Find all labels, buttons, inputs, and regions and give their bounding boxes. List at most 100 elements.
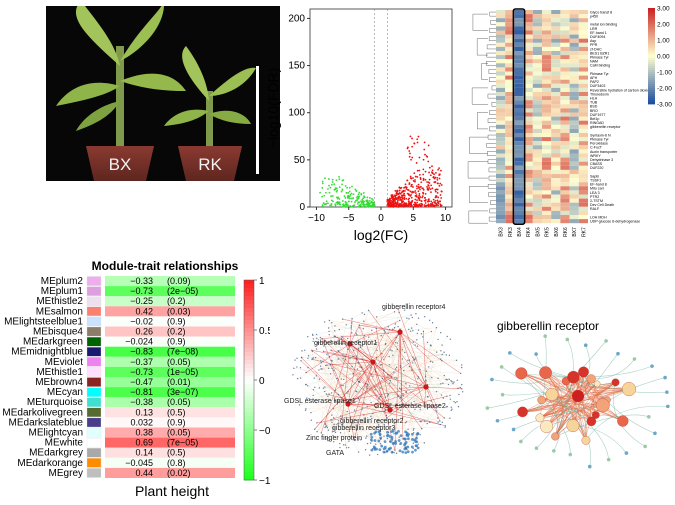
correlation-value: −0.47 xyxy=(130,377,153,387)
network-node xyxy=(379,396,380,397)
subnetwork-node xyxy=(515,368,527,380)
volcano-point xyxy=(321,196,323,198)
subnetwork-node xyxy=(486,406,490,410)
network-node xyxy=(357,368,358,369)
heatmap-cell xyxy=(533,219,542,223)
network-node xyxy=(370,442,371,443)
network-node xyxy=(351,366,352,367)
volcano-point xyxy=(339,202,341,204)
network-node xyxy=(352,373,353,374)
heatmap-cell xyxy=(570,100,579,104)
legend-gradient-step xyxy=(244,424,254,429)
heatmap-cell xyxy=(579,113,588,117)
network-node xyxy=(296,366,297,367)
heatmap-cell xyxy=(570,76,579,80)
volcano-point xyxy=(409,195,411,197)
dendrogram-branch xyxy=(482,63,488,79)
network-node xyxy=(336,378,337,379)
volcano-point xyxy=(403,205,405,207)
heatmap-cell xyxy=(514,215,523,219)
network-node xyxy=(384,411,385,412)
legend-gradient-step xyxy=(244,360,254,365)
heatmap-cell xyxy=(514,76,523,80)
network-node xyxy=(327,427,328,428)
network-node xyxy=(386,415,387,416)
network-node xyxy=(365,437,366,438)
network-node xyxy=(411,327,412,328)
network-node xyxy=(408,436,409,437)
heatmap-cell xyxy=(542,215,551,219)
legend-gradient-step xyxy=(244,436,254,441)
network-node xyxy=(407,437,410,440)
heatmap-cell xyxy=(514,125,523,129)
gibberellin-network: gibberellin receptor xyxy=(478,312,673,472)
heatmap-cell xyxy=(514,149,523,153)
network-node xyxy=(340,415,341,416)
volcano-point xyxy=(436,204,438,206)
volcano-point xyxy=(439,185,441,187)
network-node xyxy=(340,432,341,433)
heatmap-cell xyxy=(496,31,505,35)
heatmap-cell xyxy=(514,170,523,174)
network-node xyxy=(458,394,459,395)
network-node xyxy=(341,378,342,379)
heatmap-cell xyxy=(514,145,523,149)
network-node xyxy=(374,439,377,442)
heatmap-cell xyxy=(570,145,579,149)
heatmap-cell xyxy=(579,186,588,190)
dendrogram-branch xyxy=(472,88,488,104)
network-node xyxy=(391,350,392,351)
network-node xyxy=(354,409,355,410)
legend-gradient-step xyxy=(244,280,254,285)
heatmap-cell xyxy=(496,18,505,22)
dendrogram-branch xyxy=(490,28,496,32)
subnetwork-node xyxy=(604,339,608,343)
heatmap-cell xyxy=(560,125,569,129)
p-value: (0.9) xyxy=(167,337,186,347)
heatmap-cell xyxy=(560,35,569,39)
p-value: (0.03) xyxy=(167,306,191,316)
dendrogram-branch xyxy=(489,176,496,180)
volcano-point xyxy=(358,201,360,203)
heatmap-cell xyxy=(551,215,560,219)
heatmap-cell xyxy=(533,113,542,117)
heatmap-cell xyxy=(496,121,505,125)
heatmap-cell xyxy=(570,88,579,92)
heatmap-col-label: BX6 xyxy=(554,227,560,237)
module-color-swatch xyxy=(87,327,101,336)
network-node xyxy=(321,432,322,433)
heatmap-cell xyxy=(560,63,569,67)
heatmap-cell xyxy=(570,35,579,39)
p-value: (0.8) xyxy=(167,458,186,468)
network-node xyxy=(385,331,386,332)
heatmap-cell xyxy=(542,203,551,207)
volcano-point xyxy=(346,187,348,189)
network-node xyxy=(324,427,325,428)
heatmap-cell xyxy=(496,166,505,170)
volcano-point xyxy=(426,156,428,158)
volcano-point xyxy=(407,189,409,191)
volcano-point xyxy=(425,202,427,204)
volcano-point xyxy=(434,205,436,207)
heatmap-cell xyxy=(496,145,505,149)
legend-gradient-step xyxy=(244,308,254,313)
heatmap-cell xyxy=(579,18,588,22)
subnetwork-node xyxy=(578,367,588,377)
network-node xyxy=(416,324,417,325)
network-node xyxy=(384,330,385,331)
correlation-value: 0.44 xyxy=(135,468,153,478)
heatmap-cell xyxy=(579,174,588,178)
heatmap-cell xyxy=(551,190,560,194)
volcano-point xyxy=(419,157,421,159)
network-node xyxy=(436,327,437,328)
heatmap-cell xyxy=(551,31,560,35)
network-node xyxy=(372,376,373,377)
subnetwork-edge xyxy=(591,359,634,379)
volcano-point xyxy=(361,201,363,203)
heatmap-cell xyxy=(514,207,523,211)
subnetwork-nodes xyxy=(486,334,670,468)
network-node xyxy=(301,350,302,351)
legend-gradient-step xyxy=(244,420,254,425)
heatmap-cell xyxy=(533,199,542,203)
